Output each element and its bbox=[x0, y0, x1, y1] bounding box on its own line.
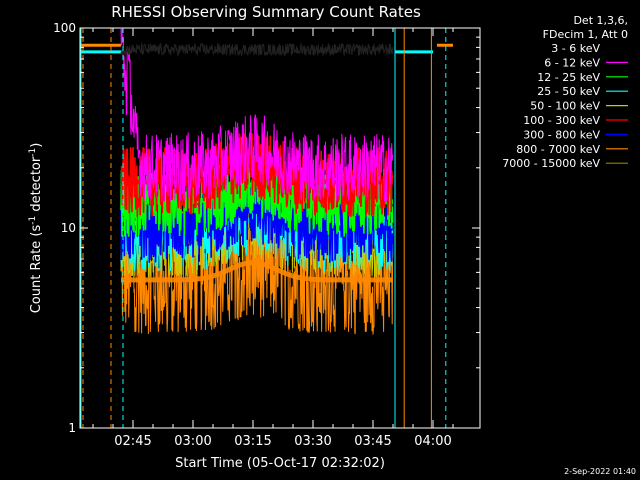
legend-label-2: 12 - 25 keV bbox=[537, 71, 600, 84]
legend-label-4: 50 - 100 keV bbox=[530, 100, 600, 113]
y-tick-label-2: 100 bbox=[53, 21, 76, 35]
x-tick-label-3: 03:30 bbox=[294, 434, 331, 449]
x-tick-label-2: 03:15 bbox=[234, 434, 271, 449]
series-7 bbox=[120, 210, 394, 335]
x-tick-label-5: 04:00 bbox=[414, 434, 451, 449]
x-axis-label: Start Time (05-Oct-17 02:32:02) bbox=[175, 456, 385, 471]
y-tick-label-1: 10 bbox=[61, 221, 76, 235]
legend-label-6: 300 - 800 keV bbox=[523, 128, 600, 141]
legend-header-2: FDecim 1, Att 0 bbox=[543, 28, 628, 41]
x-tick-label-0: 02:45 bbox=[114, 434, 151, 449]
y-tick-label-0: 1 bbox=[68, 421, 76, 435]
date-stamp: 2-Sep-2022 01:40 bbox=[564, 467, 636, 476]
legend-label-5: 100 - 300 keV bbox=[523, 114, 600, 127]
x-tick-label-1: 03:00 bbox=[174, 434, 211, 449]
series-1 bbox=[120, 28, 394, 203]
legend-label-1: 6 - 12 keV bbox=[544, 56, 600, 69]
legend-header-1: Det 1,3,6, bbox=[573, 14, 628, 27]
legend-label-8: 7000 - 15000 keV bbox=[502, 157, 600, 170]
series-0-visible bbox=[120, 41, 394, 58]
chart-title: RHESSI Observing Summary Count Rates bbox=[111, 3, 421, 21]
legend-label-3: 25 - 50 keV bbox=[537, 85, 600, 98]
legend-label-7: 800 - 7000 keV bbox=[516, 143, 600, 156]
y-axis-label: Count Rate (s-1 detector-1) bbox=[28, 143, 44, 314]
x-tick-label-4: 03:45 bbox=[354, 434, 391, 449]
legend-label-0: 3 - 6 keV bbox=[551, 42, 600, 55]
